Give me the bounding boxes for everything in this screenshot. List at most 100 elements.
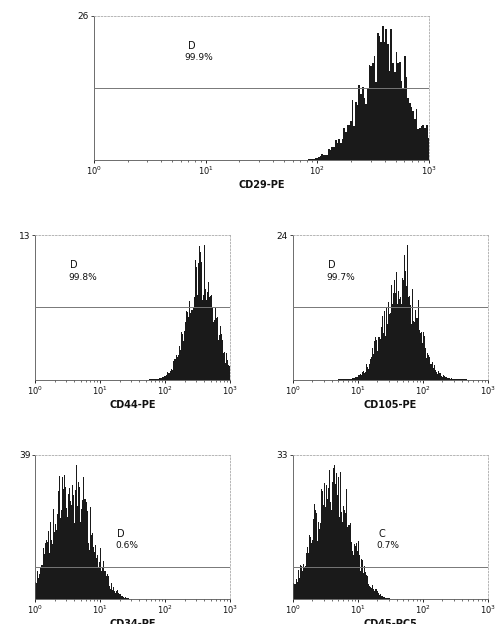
Bar — [419, 128, 421, 160]
Bar — [321, 489, 322, 599]
Bar — [385, 598, 386, 599]
Bar — [95, 545, 96, 599]
Bar — [413, 321, 414, 379]
Bar — [395, 52, 397, 160]
Bar — [412, 111, 414, 160]
Bar — [390, 313, 391, 379]
Bar — [181, 332, 182, 379]
Bar — [372, 62, 374, 160]
Bar — [367, 576, 368, 599]
Bar — [61, 510, 62, 599]
Bar — [402, 87, 404, 160]
Bar — [382, 26, 384, 160]
Bar — [176, 359, 177, 379]
Bar — [100, 547, 101, 599]
Bar — [421, 126, 423, 160]
Bar — [355, 102, 357, 160]
Bar — [357, 553, 358, 599]
Bar — [312, 540, 313, 599]
Bar — [187, 312, 188, 379]
Bar — [109, 586, 110, 599]
Bar — [159, 378, 160, 379]
Bar — [422, 343, 423, 379]
Bar — [48, 531, 49, 599]
Bar — [352, 551, 353, 599]
Bar — [417, 318, 418, 379]
Bar — [170, 371, 171, 379]
Bar — [332, 482, 333, 599]
Bar — [444, 376, 445, 379]
Bar — [370, 359, 371, 379]
Bar — [103, 561, 104, 599]
Bar — [57, 514, 58, 599]
Bar — [190, 313, 191, 379]
Bar — [184, 331, 185, 379]
Bar — [430, 364, 431, 379]
Bar — [331, 147, 333, 160]
Bar — [89, 550, 90, 599]
Bar — [201, 262, 202, 379]
Bar — [210, 296, 211, 379]
Bar — [385, 336, 386, 379]
Bar — [106, 577, 107, 599]
Bar — [339, 517, 340, 599]
Bar — [330, 502, 331, 599]
Bar — [207, 292, 208, 379]
Bar — [316, 513, 317, 599]
Bar — [389, 71, 390, 160]
Text: 99.7%: 99.7% — [326, 273, 355, 282]
Bar — [396, 273, 397, 379]
Bar — [375, 589, 376, 599]
Bar — [335, 484, 336, 599]
Bar — [86, 502, 87, 599]
Bar — [220, 334, 221, 379]
Text: C: C — [379, 529, 385, 539]
Bar — [370, 587, 371, 599]
Bar — [126, 598, 127, 599]
Text: D: D — [328, 260, 336, 270]
Bar — [436, 372, 437, 379]
Bar — [62, 477, 63, 599]
Bar — [46, 540, 47, 599]
Bar — [60, 518, 61, 599]
Bar — [373, 589, 374, 599]
X-axis label: CD44-PE: CD44-PE — [110, 399, 156, 409]
Bar — [169, 373, 170, 379]
Bar — [66, 517, 67, 599]
Bar — [82, 500, 83, 599]
Bar — [55, 524, 56, 599]
Bar — [369, 364, 370, 379]
Bar — [222, 340, 223, 379]
Bar — [50, 522, 51, 599]
Bar — [307, 547, 308, 599]
Bar — [432, 362, 433, 379]
Bar — [205, 289, 206, 379]
Bar — [300, 565, 301, 599]
Bar — [107, 573, 108, 599]
Bar — [324, 483, 325, 599]
Bar — [221, 343, 222, 379]
Bar — [172, 370, 173, 379]
Bar — [394, 72, 395, 160]
Bar — [420, 333, 421, 379]
Bar — [127, 598, 128, 599]
Bar — [385, 29, 387, 160]
Bar — [208, 282, 209, 379]
Bar — [177, 354, 178, 379]
Bar — [173, 370, 174, 379]
Bar — [219, 326, 220, 379]
Bar — [296, 580, 297, 599]
Bar — [346, 489, 347, 599]
Bar — [298, 570, 299, 599]
Bar — [405, 286, 406, 379]
Bar — [406, 245, 407, 379]
Bar — [447, 378, 448, 379]
Bar — [171, 369, 172, 379]
Bar — [393, 293, 394, 379]
Bar — [78, 482, 79, 599]
Bar — [167, 373, 169, 379]
Bar — [360, 555, 361, 599]
X-axis label: CD45-PC5: CD45-PC5 — [363, 619, 417, 624]
Text: 0.6%: 0.6% — [115, 542, 138, 550]
Bar — [342, 139, 343, 160]
